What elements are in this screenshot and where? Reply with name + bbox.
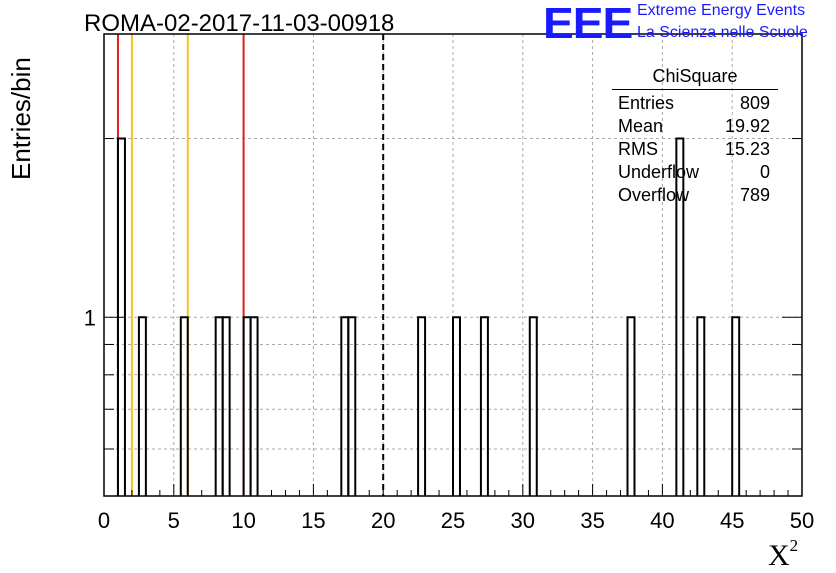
stats-label: Underflow xyxy=(618,162,700,182)
stats-value: 15.23 xyxy=(724,139,770,159)
stats-value: 809 xyxy=(739,93,770,113)
x-axis-label: X2 xyxy=(768,536,798,573)
x-axis-label-main: X xyxy=(768,539,790,572)
x-tick-label: 25 xyxy=(441,508,465,533)
x-tick-label: 15 xyxy=(301,508,325,533)
stats-box: ChiSquare Entries 809 Mean 19.92 RMS 15.… xyxy=(612,66,778,207)
stats-row-entries: Entries 809 xyxy=(612,92,778,115)
x-tick-label: 30 xyxy=(511,508,535,533)
histogram-bar xyxy=(249,316,259,496)
stats-label: Entries xyxy=(618,93,675,113)
histogram-bar xyxy=(675,137,685,496)
histogram-bar xyxy=(221,316,231,496)
x-tick-label: 5 xyxy=(168,508,180,533)
histogram-bar xyxy=(479,316,489,496)
stats-value: 789 xyxy=(739,185,770,205)
y-tick-label: 1 xyxy=(84,305,96,330)
stats-value: 0 xyxy=(759,162,770,182)
histogram-bar xyxy=(528,316,538,496)
histogram-bars xyxy=(116,137,741,496)
stats-row-mean: Mean 19.92 xyxy=(612,115,778,138)
stats-row-underflow: Underflow 0 xyxy=(612,161,778,184)
histogram-bar xyxy=(179,316,189,496)
stats-label: RMS xyxy=(618,139,658,159)
histogram-bar xyxy=(626,316,636,496)
x-axis-label-sup: 2 xyxy=(789,536,799,555)
x-tick-label: 45 xyxy=(720,508,744,533)
stats-value: 19.92 xyxy=(724,116,770,136)
histogram-bar xyxy=(137,316,147,496)
histogram-bar xyxy=(347,316,357,496)
x-tick-label: 10 xyxy=(231,508,255,533)
stats-label: Overflow xyxy=(618,185,690,205)
histogram-bar xyxy=(696,316,706,496)
y-axis-ticks: 1 xyxy=(84,33,802,450)
x-axis-ticks: 0 5 10 15 20 25 30 35 40 45 50 xyxy=(98,484,814,533)
chart-title: ROMA-02-2017-11-03-00918 xyxy=(84,10,395,37)
x-tick-label: 50 xyxy=(790,508,814,533)
x-tick-label: 0 xyxy=(98,508,110,533)
logo-line-1: Extreme Energy Events xyxy=(637,2,806,19)
eee-logo: EEE xyxy=(543,0,633,48)
x-tick-label: 20 xyxy=(371,508,395,533)
histogram-bar xyxy=(452,316,461,496)
stats-box-title: ChiSquare xyxy=(612,66,778,90)
stats-label: Mean xyxy=(618,116,664,136)
histogram-bar xyxy=(731,316,741,496)
x-tick-label: 35 xyxy=(580,508,604,533)
stats-row-rms: RMS 15.23 xyxy=(612,138,778,161)
y-axis-label: Entries/bin xyxy=(6,57,36,180)
x-tick-label: 40 xyxy=(650,508,674,533)
logo-line-2: La Scienza nelle Scuole xyxy=(637,24,808,41)
stats-row-overflow: Overflow 789 xyxy=(612,184,778,207)
histogram-bar xyxy=(417,316,427,496)
